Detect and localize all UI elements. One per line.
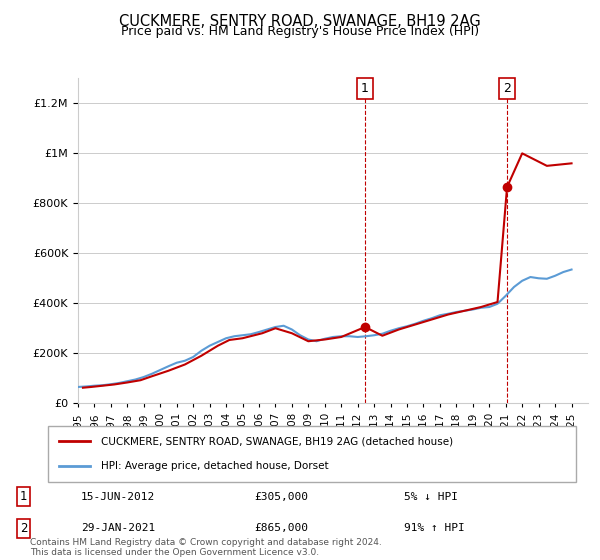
Text: Contains HM Land Registry data © Crown copyright and database right 2024.
This d: Contains HM Land Registry data © Crown c… [30, 538, 382, 557]
FancyBboxPatch shape [48, 426, 576, 482]
Text: CUCKMERE, SENTRY ROAD, SWANAGE, BH19 2AG: CUCKMERE, SENTRY ROAD, SWANAGE, BH19 2AG [119, 14, 481, 29]
Text: CUCKMERE, SENTRY ROAD, SWANAGE, BH19 2AG (detached house): CUCKMERE, SENTRY ROAD, SWANAGE, BH19 2AG… [101, 436, 453, 446]
Text: HPI: Average price, detached house, Dorset: HPI: Average price, detached house, Dors… [101, 461, 328, 471]
Text: £305,000: £305,000 [254, 492, 308, 502]
Text: 1: 1 [20, 490, 27, 503]
Text: £865,000: £865,000 [254, 523, 308, 533]
Text: 91% ↑ HPI: 91% ↑ HPI [404, 523, 464, 533]
Text: 5% ↓ HPI: 5% ↓ HPI [404, 492, 458, 502]
Text: 2: 2 [20, 521, 27, 535]
Text: 1: 1 [361, 82, 369, 95]
Text: 29-JAN-2021: 29-JAN-2021 [81, 523, 155, 533]
Text: Price paid vs. HM Land Registry's House Price Index (HPI): Price paid vs. HM Land Registry's House … [121, 25, 479, 38]
Text: 2: 2 [503, 82, 511, 95]
Text: 15-JUN-2012: 15-JUN-2012 [81, 492, 155, 502]
